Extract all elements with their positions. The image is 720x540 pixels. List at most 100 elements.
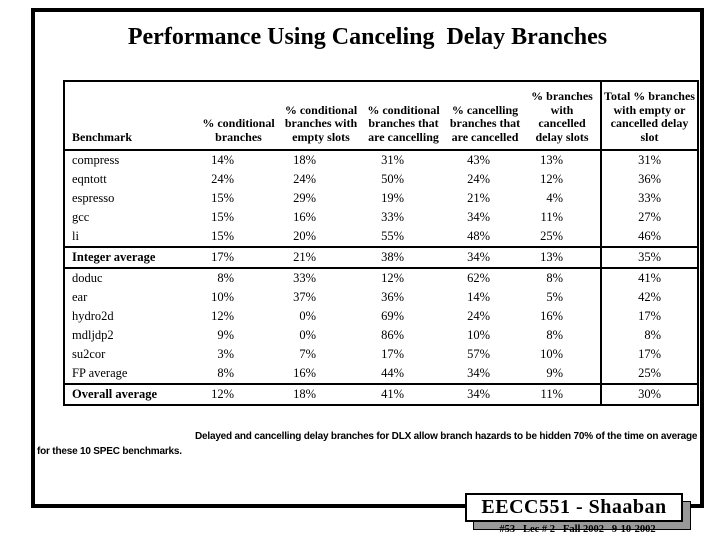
value-cell: 7% [299,347,316,361]
value-cell: 36% [600,170,698,189]
value-cell: 10% [211,290,234,304]
value-cell: 35% [600,246,698,269]
value-cell: 0% [299,309,316,323]
value-cell: 21% [281,246,361,269]
value-cell: 10% [467,328,490,342]
table-row: doduc 8% 33% 12% 62% 8% 41% [64,268,698,288]
value-cell: 13% [524,246,601,269]
value-cell: 31% [600,150,698,170]
table-row: mdljdp2 9% 0% 86% 10% 8% 8% [64,326,698,345]
table-row: compress 14% 18% 31% 43% 13% 31% [64,150,698,170]
value-cell: 11% [540,210,563,224]
value-cell: 15% [211,210,234,224]
value-cell: 16% [293,210,316,224]
value-cell: 8% [600,326,698,345]
benchmark-name: li [72,229,79,243]
table-row: espresso 15% 29% 19% 21% 4% 33% [64,189,698,208]
value-cell: 8% [217,366,234,380]
value-cell: 24% [467,309,490,323]
caption-text: Delayed and cancelling delay branches fo… [37,431,698,457]
benchmark-name: gcc [72,210,90,224]
column-header-cancelled-delay-slots: % branches with cancelled delay slots [524,81,601,151]
value-cell: 24% [293,172,316,186]
value-cell: 34% [467,210,490,224]
value-cell: 10% [540,347,563,361]
table-row: ear 10% 37% 36% 14% 5% 42% [64,288,698,307]
table-row: su2cor 3% 7% 17% 57% 10% 17% [64,345,698,364]
table-row: li 15% 20% 55% 48% 25% 46% [64,227,698,247]
benchmark-table-body: compress 14% 18% 31% 43% 13% 31% eqntott 24% 24% 5… [64,150,698,405]
value-cell: 8% [546,271,563,285]
value-cell: 3% [217,347,234,361]
value-cell: 41% [600,268,698,288]
value-cell: 15% [211,191,234,205]
value-cell: 9% [217,328,234,342]
value-cell: 12% [196,383,281,405]
value-cell: 17% [196,246,281,269]
value-cell: 11% [524,383,601,405]
value-cell: 42% [600,288,698,307]
value-cell: 17% [600,307,698,326]
value-cell: 24% [211,172,234,186]
value-cell: 15% [211,229,234,243]
value-cell: 62% [467,271,490,285]
course-title-box: EECC551 - Shaaban [465,493,683,522]
course-title: EECC551 - Shaaban [481,496,667,518]
value-cell: 69% [381,309,404,323]
value-cell: 34% [446,383,524,405]
benchmark-name: compress [72,153,120,167]
benchmark-name: Overall average [64,383,196,405]
column-header-total: Total % branches with empty or cancelled… [600,81,698,151]
benchmark-name: mdljdp2 [72,328,114,342]
column-header-benchmark: Benchmark [64,81,196,151]
value-cell: 37% [293,290,316,304]
table-row: FP average 8% 16% 44% 34% 9% 25% [64,364,698,384]
column-header-cancelled: % cancelling branches that are cancelled [446,81,524,151]
value-cell: 30% [600,383,698,405]
value-cell: 12% [540,172,563,186]
value-cell: 17% [381,347,404,361]
value-cell: 0% [299,328,316,342]
value-cell: 38% [361,246,446,269]
table-row: eqntott 24% 24% 50% 24% 12% 36% [64,170,698,189]
page-title: Performance Using Canceling Delay Branch… [127,24,608,50]
value-cell: 21% [467,191,490,205]
benchmark-name: FP average [72,366,128,380]
benchmark-name: eqntott [72,172,107,186]
value-cell: 50% [381,172,404,186]
value-cell: 18% [281,383,361,405]
benchmark-name: hydro2d [72,309,114,323]
value-cell: 55% [381,229,404,243]
benchmark-name: ear [72,290,88,304]
value-cell: 34% [446,246,524,269]
lecture-details: #53 Lec # 2 Fall 2002 9-10-2002 [499,524,656,535]
value-cell: 12% [211,309,234,323]
value-cell: 16% [293,366,316,380]
value-cell: 36% [381,290,404,304]
value-cell: 12% [381,271,404,285]
value-cell: 5% [546,290,563,304]
table-row: hydro2d 12% 0% 69% 24% 16% 17% [64,307,698,326]
value-cell: 33% [381,210,404,224]
value-cell: 48% [467,229,490,243]
table-header-row: Benchmark % conditional branches % condi… [64,81,698,151]
benchmark-name: espresso [72,191,115,205]
value-cell: 17% [600,345,698,364]
benchmark-name: doduc [72,271,103,285]
column-header-cancelling: % conditional branches that are cancelli… [361,81,446,151]
value-cell: 14% [467,290,490,304]
value-cell: 44% [381,366,404,380]
table-row: Integer average 17% 21% 38% 34% 13% 35% [64,246,698,269]
value-cell: 25% [600,364,698,384]
value-cell: 18% [293,153,316,167]
value-cell: 8% [546,328,563,342]
table-row: gcc 15% 16% 33% 34% 11% 27% [64,208,698,227]
value-cell: 27% [600,208,698,227]
value-cell: 25% [540,229,563,243]
value-cell: 9% [546,366,563,380]
value-cell: 33% [293,271,316,285]
column-header-conditional-branches: % conditional branches [196,81,281,151]
value-cell: 29% [293,191,316,205]
value-cell: 24% [467,172,490,186]
